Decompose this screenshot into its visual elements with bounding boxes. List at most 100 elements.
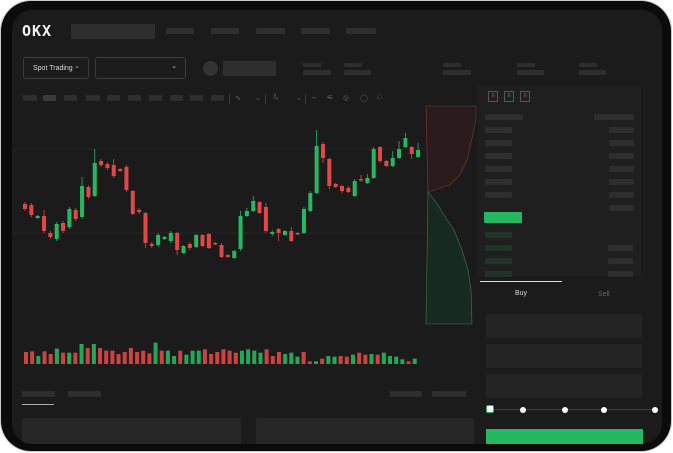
timeframe-button[interactable] xyxy=(149,95,162,101)
candle-body xyxy=(86,187,91,197)
filter-button[interactable] xyxy=(390,391,422,397)
app-screen: OKX Spot Trading ⌄ ⌄ ∿ ⌄ fₓ ⌄ ∼ ⥺ ◎ ◯ □ xyxy=(12,10,662,444)
candlestick-chart[interactable] xyxy=(12,10,482,380)
ask-amount xyxy=(609,205,634,211)
nav-item[interactable] xyxy=(301,28,330,34)
volume-bar xyxy=(276,352,281,364)
volume-bar xyxy=(264,349,269,364)
volume-bar xyxy=(252,350,257,364)
candle-body xyxy=(397,149,402,158)
candle-body xyxy=(384,161,389,166)
timeframe-button[interactable] xyxy=(107,95,120,101)
chevron-down-icon[interactable]: ⌄ xyxy=(255,95,261,102)
nav-item[interactable] xyxy=(346,28,376,34)
candle-body xyxy=(118,169,123,171)
orders-panel xyxy=(22,418,241,444)
tab-open-orders[interactable] xyxy=(22,391,55,397)
filter-button[interactable] xyxy=(432,391,466,397)
candle-body xyxy=(92,163,97,196)
volume-bar xyxy=(67,352,72,364)
ask-price xyxy=(485,166,512,172)
amount-slider-track[interactable] xyxy=(490,409,658,410)
volume-bar xyxy=(141,350,146,364)
orderbook-bids-icon[interactable]: ≡ xyxy=(504,91,514,102)
slider-step-50[interactable] xyxy=(562,407,568,413)
tab-order-history[interactable] xyxy=(68,391,101,397)
volume-bar xyxy=(258,352,263,364)
volume-bar xyxy=(246,349,251,364)
amount-input[interactable] xyxy=(486,344,642,368)
timeframe-button[interactable] xyxy=(170,95,183,101)
candle-body xyxy=(340,186,344,191)
candle-body xyxy=(124,167,129,190)
chevron-down-icon[interactable]: ⌄ xyxy=(296,95,302,102)
bid-amount xyxy=(608,271,633,277)
nav-item[interactable] xyxy=(166,28,194,34)
timeframe-button[interactable] xyxy=(211,95,224,101)
buy-button[interactable] xyxy=(486,429,643,444)
brush-icon[interactable]: ⥺ xyxy=(327,94,333,101)
volume-bar xyxy=(357,352,362,364)
bid-amount xyxy=(608,245,633,251)
slider-step-25[interactable] xyxy=(520,407,526,413)
volume-bar xyxy=(369,354,374,364)
timeframe-button[interactable] xyxy=(43,95,56,101)
tab-buy[interactable]: Buy xyxy=(515,290,528,297)
candle-body xyxy=(206,234,211,248)
market-type-dropdown[interactable]: Spot Trading ⌄ xyxy=(23,57,89,79)
fullscreen-icon[interactable]: □ xyxy=(377,94,382,101)
settings-icon[interactable]: ◎ xyxy=(343,95,350,102)
tab-sell[interactable]: Sell xyxy=(598,291,610,298)
volume-bar xyxy=(116,354,121,364)
volume-bar xyxy=(36,356,41,364)
slider-step-100[interactable] xyxy=(652,407,658,413)
active-tab-underline xyxy=(22,404,54,405)
volume-bar xyxy=(239,350,244,364)
ask-amount xyxy=(609,153,634,159)
candle-body xyxy=(156,235,161,245)
candle-body xyxy=(295,233,300,235)
timeframe-button[interactable] xyxy=(190,95,203,101)
volume-bar xyxy=(165,350,170,364)
timeframe-button[interactable] xyxy=(128,95,141,101)
indicator-icon[interactable]: fₓ xyxy=(274,94,279,101)
candle-body xyxy=(263,207,268,231)
candle-body xyxy=(73,210,78,219)
slider-handle[interactable] xyxy=(486,405,494,413)
volume-bar xyxy=(394,356,399,364)
orderbook-both-icon[interactable]: ≡ xyxy=(488,91,498,102)
candle-body xyxy=(416,150,421,157)
line-tool-icon[interactable]: ∼ xyxy=(311,95,317,102)
orderbook-asks-icon[interactable]: ≡ xyxy=(520,91,530,102)
chart-type-icon[interactable]: ∿ xyxy=(235,95,241,102)
candle-body xyxy=(29,205,34,215)
volume-bar xyxy=(110,350,115,364)
slider-step-75[interactable] xyxy=(601,407,607,413)
pair-price xyxy=(223,61,276,76)
candle-body xyxy=(346,188,351,192)
volume-bar xyxy=(190,350,195,364)
volume-bar xyxy=(54,348,59,364)
camera-icon[interactable]: ◯ xyxy=(360,95,368,102)
search-bar[interactable] xyxy=(71,24,155,39)
nav-item[interactable] xyxy=(256,28,285,34)
timeframe-button[interactable] xyxy=(86,95,100,101)
chevron-down-icon: ⌄ xyxy=(171,63,177,70)
candle-body xyxy=(270,232,275,234)
candle-body xyxy=(111,165,116,176)
pair-dropdown[interactable]: ⌄ xyxy=(95,57,186,79)
candle-body xyxy=(409,147,414,154)
price-input[interactable] xyxy=(486,314,642,338)
candle-body xyxy=(187,244,192,248)
timeframe-button[interactable] xyxy=(64,95,77,101)
stat-value xyxy=(303,70,331,75)
volume-bar xyxy=(332,356,337,364)
total-input[interactable] xyxy=(486,374,642,398)
timeframe-button[interactable] xyxy=(23,95,37,101)
volume-bar xyxy=(233,352,238,364)
nav-item[interactable] xyxy=(211,28,239,34)
candle-body xyxy=(390,158,395,166)
okx-logo[interactable]: OKX xyxy=(22,22,53,40)
candle-body xyxy=(378,147,383,161)
